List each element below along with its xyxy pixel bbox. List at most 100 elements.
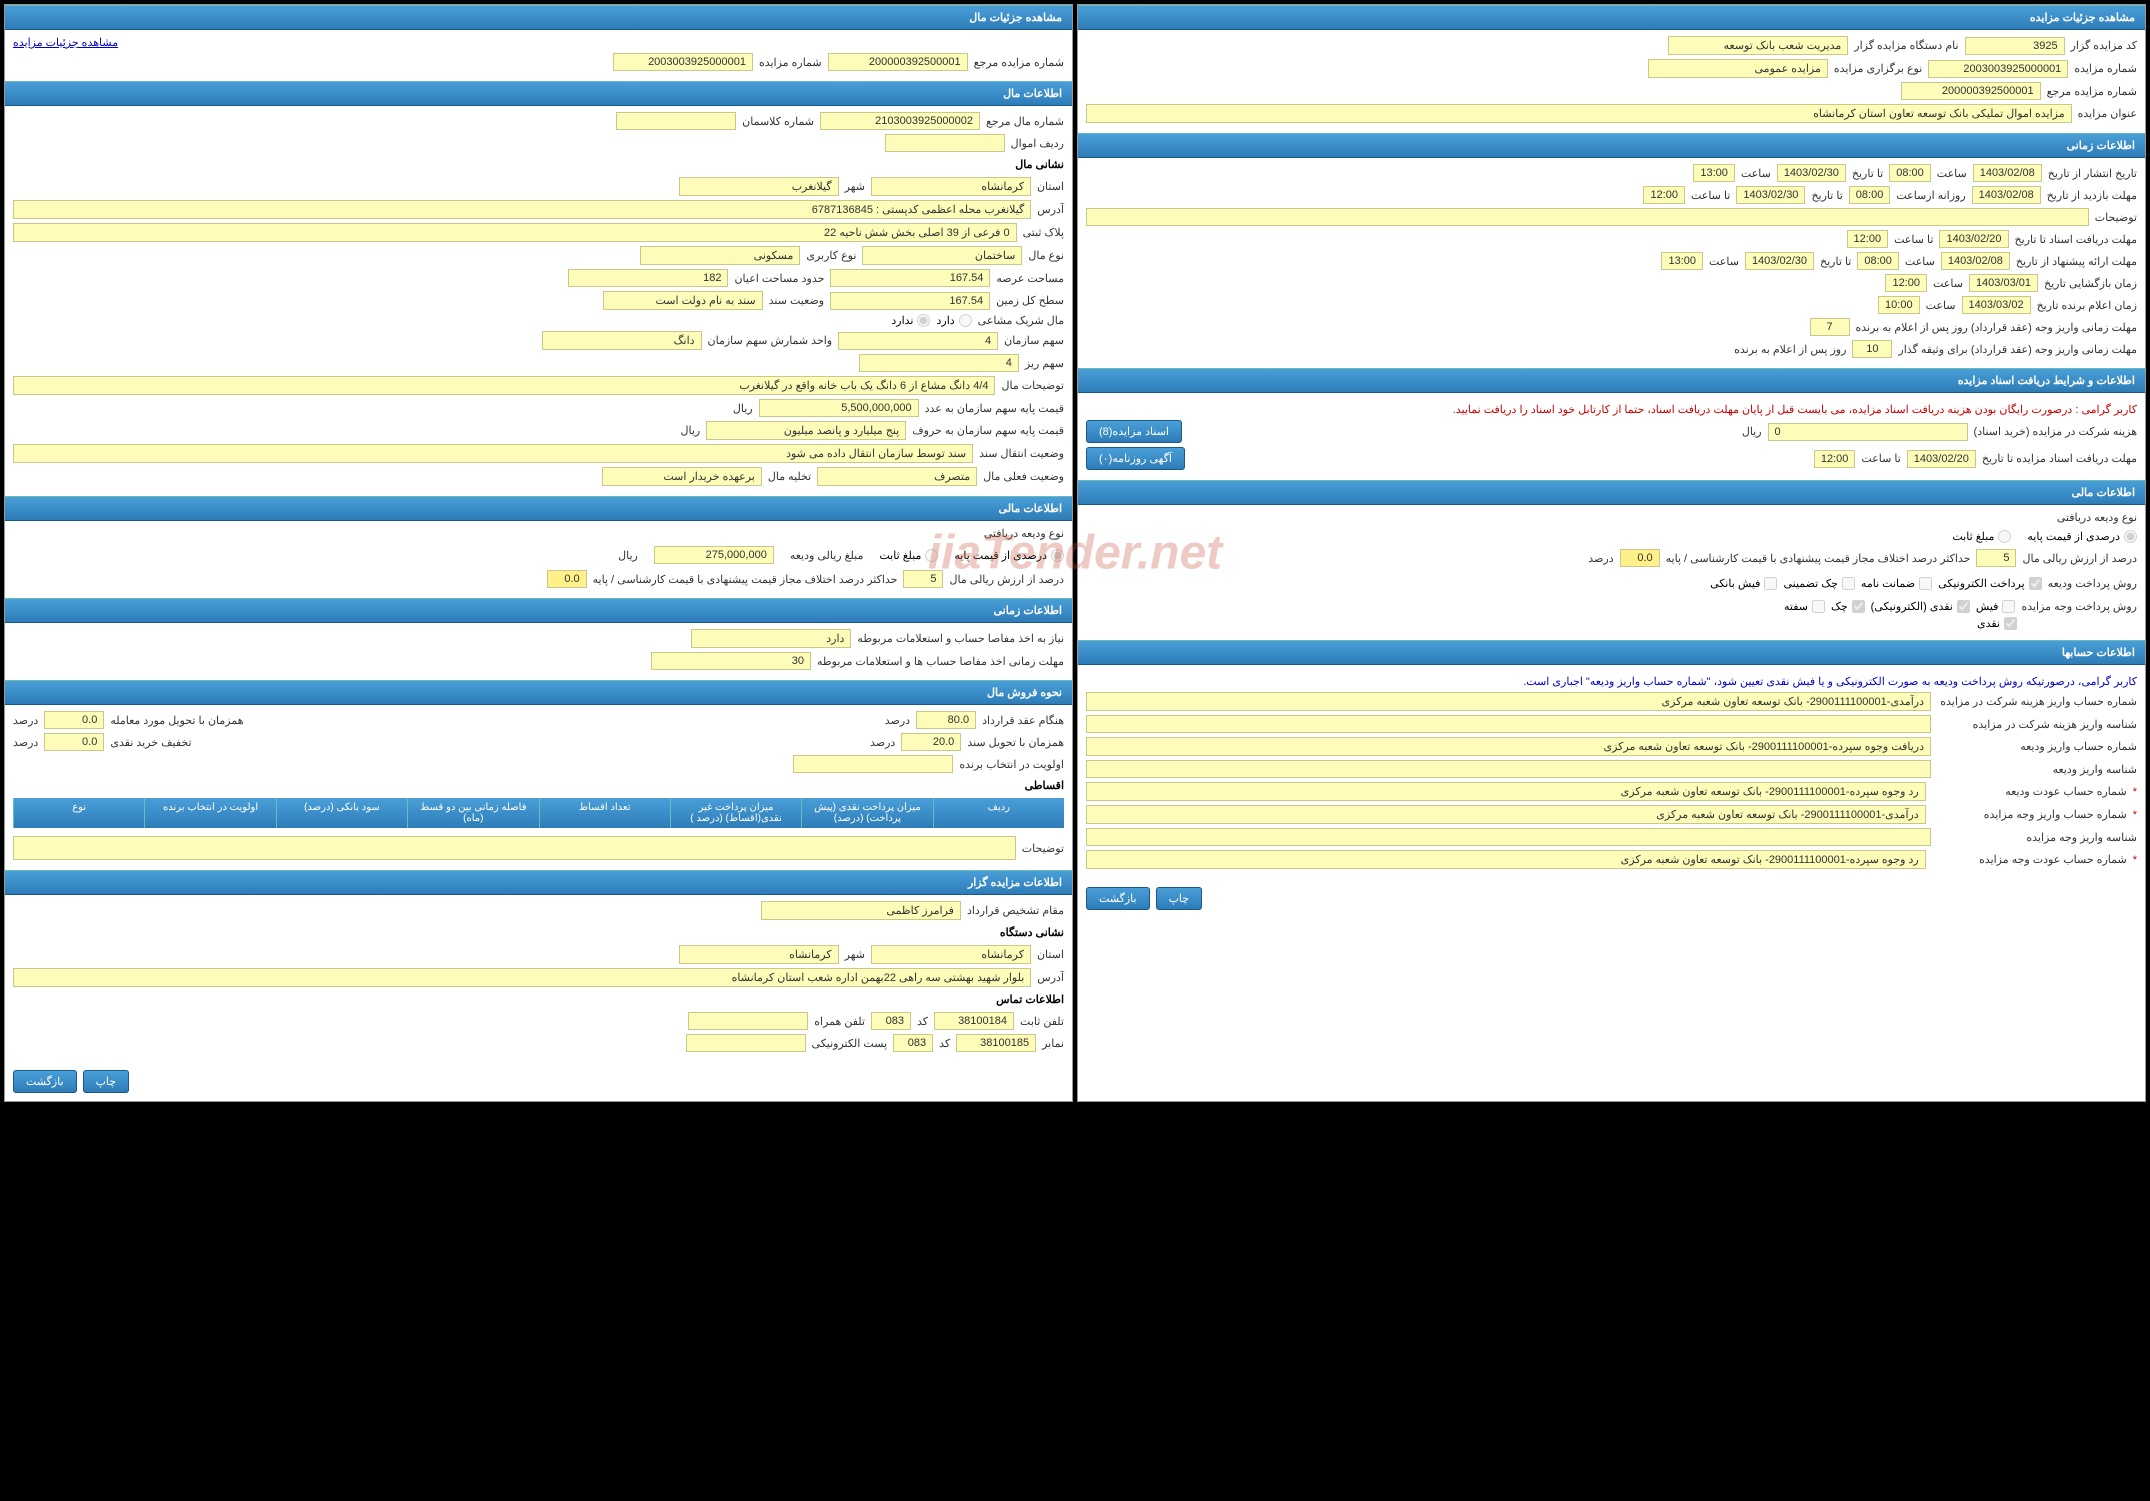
- btn-print-right[interactable]: چاپ: [1156, 887, 1203, 910]
- field-mal-ref: 2103003925000002: [820, 112, 980, 130]
- label-org: نام دستگاه مزایده گزار: [1854, 39, 1958, 52]
- chk-electronic[interactable]: پرداخت الکترونیکی: [1938, 577, 2042, 590]
- chk-cash-elec[interactable]: نقدی (الکترونیکی): [1871, 600, 1970, 613]
- label-dep-suffix: روز پس از اعلام به برنده: [1734, 343, 1846, 356]
- chk-receipt[interactable]: فیش بانکی: [1710, 577, 1777, 590]
- link-auction-details[interactable]: مشاهده جزئیات مزایده: [13, 36, 118, 49]
- radio-not[interactable]: ندارد: [891, 314, 930, 327]
- radio-percent[interactable]: درصدی از قیمت پایه: [2027, 530, 2137, 543]
- btn-newspaper[interactable]: آگهی روزنامه(۰): [1086, 447, 1185, 470]
- field-visit-to-time: 12:00: [1643, 186, 1685, 204]
- field-fee: 0: [1768, 423, 1968, 441]
- section-doc-conditions: اطلاعات و شرایط دریافت اسناد مزایده: [1078, 368, 2145, 393]
- label-fee: هزینه شرکت در مزایده (خرید اسناد): [1974, 425, 2137, 438]
- label-rial4: ریال: [618, 549, 638, 562]
- label-auction-pay: روش پرداخت وجه مزایده: [2021, 600, 2137, 613]
- field-acc3: دریافت وجوه سپرده-2900111100001- بانک تو…: [1086, 737, 1931, 756]
- btn-back-right[interactable]: بازگشت: [1086, 887, 1150, 910]
- field-priority: [793, 755, 953, 773]
- label-doc-deliver: همزمان با تحویل سند: [967, 736, 1064, 749]
- chk-cheque[interactable]: چک: [1831, 600, 1865, 613]
- field-open-date: 1403/03/01: [1969, 274, 2038, 292]
- field-fax: 38100185: [956, 1034, 1036, 1052]
- chk-guarantee[interactable]: ضمانت نامه: [1861, 577, 1932, 590]
- field-row: [885, 134, 1005, 152]
- label-acc4: شناسه واریز ودیعه: [1937, 763, 2137, 776]
- label-pct: درصد از ارزش ریالی مال: [2022, 552, 2137, 565]
- label-current: وضعیت فعلی مال: [983, 470, 1064, 483]
- section-time-info: اطلاعات زمانی: [1078, 133, 2145, 158]
- field-pct2: 5: [903, 570, 943, 588]
- field-use: مسکونی: [640, 246, 800, 265]
- field-notes: [13, 836, 1016, 860]
- chk-fish[interactable]: فیش: [1976, 600, 2016, 613]
- field-diff2: 0.0: [547, 570, 587, 588]
- label-auth: مقام تشخیص قرارداد: [967, 904, 1064, 917]
- field-pct: 5: [1976, 549, 2016, 567]
- field-doc-deliver: 20.0: [901, 733, 961, 751]
- th-type: نوع: [13, 798, 144, 828]
- label-deliver: همزمان با تحویل مورد معامله: [110, 714, 243, 727]
- subheader-org-address: نشانی دستگاه: [13, 926, 1064, 939]
- field-code: 083: [871, 1012, 911, 1030]
- field-price: 5,500,000,000: [759, 399, 919, 417]
- label-ref: شماره مزایده مرجع: [2047, 85, 2137, 98]
- label-offer: مهلت ارائه پیشنهاد از تاریخ: [2016, 255, 2137, 268]
- installment-table-header: ردیف میزان پرداخت نقدی (پیش پرداخت) (درص…: [13, 798, 1064, 828]
- field-city2: کرمانشاه: [679, 945, 839, 964]
- label-ta-tarikh: تا تاریخ: [1852, 167, 1883, 180]
- field-acc8: رد وجوه سپرده-2900111100001- بانک توسعه …: [1086, 850, 1926, 869]
- btn-print-left[interactable]: چاپ: [83, 1070, 130, 1093]
- label-province2: استان: [1037, 948, 1064, 961]
- label-city: شهر: [845, 180, 865, 193]
- field-acc6: درآمدی-2900111100001- بانک توسعه تعاون ش…: [1086, 805, 1926, 824]
- label-doc-status: وضعیت سند: [769, 294, 824, 307]
- label-rozane: روزانه ازساعت: [1896, 189, 1965, 202]
- field-desc: [1086, 208, 2089, 226]
- label-cash: تخفیف خرید نقدی: [110, 736, 191, 749]
- chk-cash[interactable]: نقدی: [1977, 617, 2017, 630]
- right-buttons: چاپ بازگشت: [1078, 879, 2145, 918]
- left-buttons: چاپ بازگشت: [5, 1062, 1072, 1101]
- section-auction-details: مشاهده جزئیات مزایده: [1078, 5, 2145, 30]
- field-mal-type: ساختمان: [862, 246, 1022, 265]
- field-dep-days: 10: [1852, 340, 1892, 358]
- btn-auction-docs[interactable]: اسناد مزایده(8): [1086, 420, 1182, 443]
- field-doc-time: 12:00: [1847, 230, 1889, 248]
- label-contract: هنگام عقد قرارداد: [982, 714, 1064, 727]
- field-pub-time: 08:00: [1889, 164, 1931, 182]
- field-addr2: بلوار شهید بهشتی سه راهی 22بهمن اداره شع…: [13, 968, 1031, 987]
- field-contract: 80.0: [916, 711, 976, 729]
- radio-fixed2[interactable]: مبلغ ثابت: [879, 549, 938, 562]
- field-period: 30: [651, 652, 811, 670]
- label-transfer: وضعیت انتقال سند: [979, 447, 1064, 460]
- chk-check[interactable]: چک تضمینی: [1783, 577, 1854, 590]
- radio-has[interactable]: دارد: [936, 314, 971, 327]
- field-pay-days: 7: [1810, 318, 1850, 336]
- btn-back-left[interactable]: بازگشت: [13, 1070, 77, 1093]
- label-class: شماره کلاسمان: [742, 115, 814, 128]
- label-pct2: درصد از ارزش ریالی مال: [949, 573, 1064, 586]
- field-addr: گیلانغرب محله اعظمی کدپستی : 6787136845: [13, 200, 1031, 219]
- radio-fixed[interactable]: مبلغ ثابت: [1952, 530, 2011, 543]
- warning-text: کاربر گرامی : درصورت رایگان بودن هزینه د…: [1086, 399, 2137, 420]
- label-fax: نمابر: [1042, 1037, 1064, 1050]
- label-city2: شهر: [845, 948, 865, 961]
- label-dep: مهلت زمانی واریز وجه (عقد قرارداد) برای …: [1898, 343, 2137, 356]
- label-pay: مهلت زمانی واریز وجه (عقد قرارداد) روز پ…: [1856, 321, 2137, 334]
- label-desc: توضیحات: [2095, 211, 2137, 224]
- field-city: گیلانغرب: [679, 177, 839, 196]
- th-noncash-pct: میزان پرداخت غیر نقدی(اقساط) (درصد ): [670, 798, 801, 828]
- field-land: 167.54: [830, 292, 990, 310]
- label-row: ردیف اموال: [1011, 137, 1064, 150]
- label-diff2: حداکثر درصد اختلاف مجاز قیمت پیشنهادی با…: [593, 573, 898, 586]
- field-sahm: 4: [838, 332, 998, 350]
- label-doc: مهلت دریافت اسناد تا تاریخ: [2015, 233, 2137, 246]
- radio-percent2[interactable]: درصدی از قیمت پایه: [954, 549, 1064, 562]
- label-tel: تلفن ثابت: [1020, 1015, 1064, 1028]
- label-rial: ریال: [1742, 425, 1762, 438]
- label-acc2: شناسه واریز هزینه شرکت در مزایده: [1937, 718, 2137, 731]
- label-pay-method: روش پرداخت ودیعه: [2048, 577, 2137, 590]
- field-evict: برعهده خریدار است: [602, 467, 762, 486]
- chk-safte[interactable]: سفته: [1784, 600, 1825, 613]
